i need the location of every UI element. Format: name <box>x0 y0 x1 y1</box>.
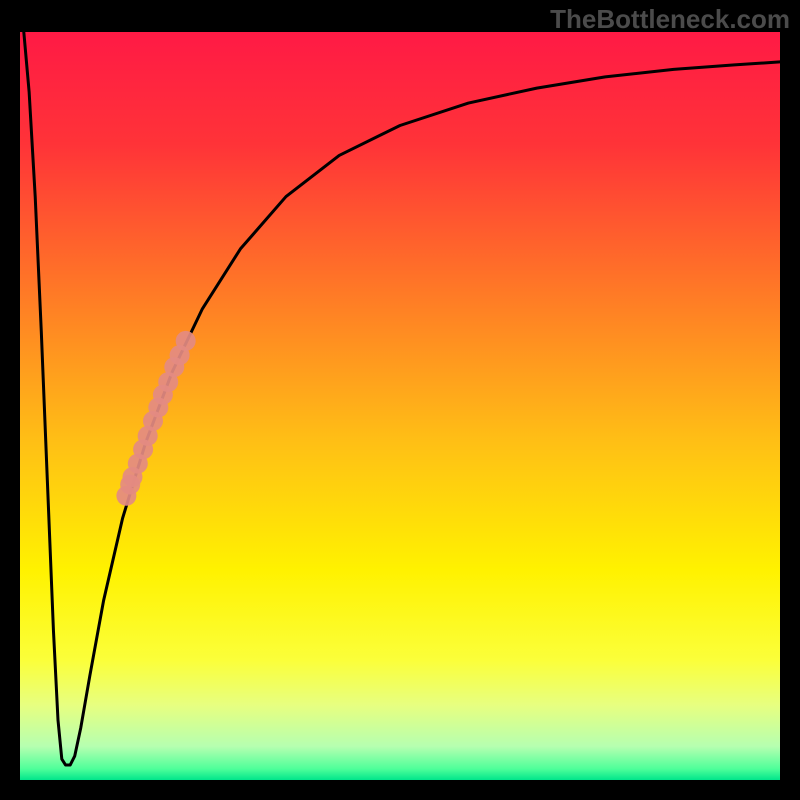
gradient-background <box>20 32 780 780</box>
plot-svg <box>20 32 780 780</box>
plot-area <box>20 32 780 780</box>
watermark-text: TheBottleneck.com <box>550 4 790 35</box>
bottleneck-chart: TheBottleneck.com <box>0 0 800 800</box>
curve-marker <box>176 331 196 351</box>
